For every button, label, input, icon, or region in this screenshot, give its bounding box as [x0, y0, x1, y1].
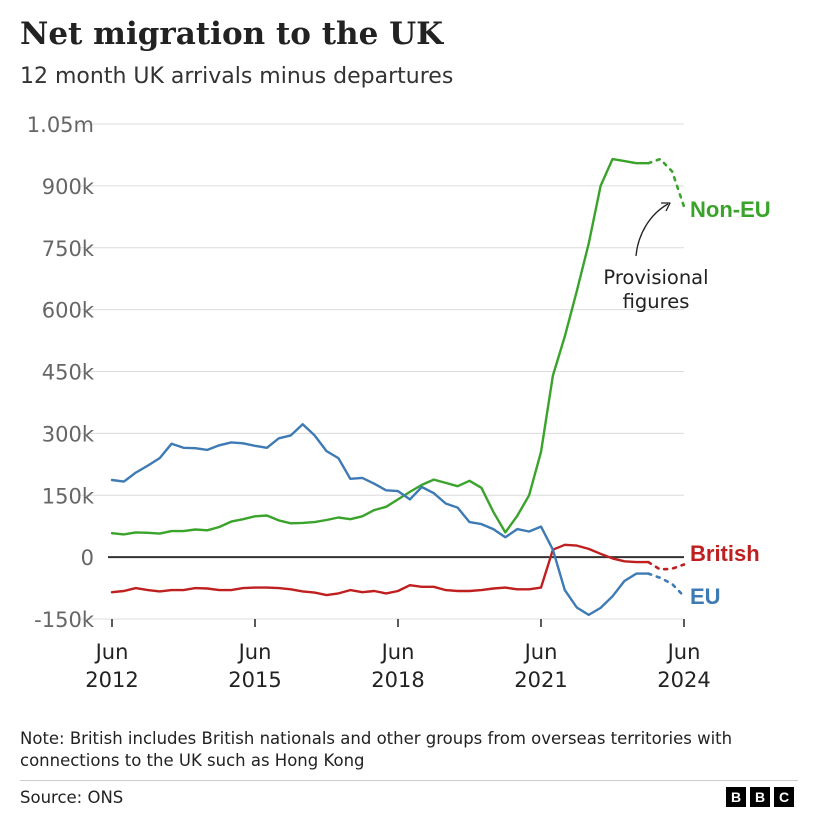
x-tick-label-year-2: 2018: [371, 668, 424, 692]
chart-title: Net migration to the UK: [20, 16, 444, 52]
y-tick-label-6: 750k: [42, 237, 95, 261]
series-provisional-line-non-eu: [647, 157, 686, 208]
x-tick-label-month-1: Jun: [237, 640, 272, 664]
y-tick-label-0: -150k: [34, 608, 95, 632]
gridlines: [78, 123, 684, 620]
x-tick-label-month-2: Jun: [380, 640, 415, 664]
x-tick-label-month-0: Jun: [94, 640, 129, 664]
series-label-non-eu: Non-EU: [690, 197, 771, 222]
chart-subtitle: 12 month UK arrivals minus departures: [20, 64, 454, 89]
annotation-arrow: [635, 203, 669, 257]
bbc-logo-letter-3: C: [774, 787, 794, 807]
y-tick-label-1: 0: [81, 546, 94, 570]
y-tick-label-2: 150k: [42, 484, 95, 508]
series-line-eu: [110, 423, 650, 617]
series-provisional-line-british: [647, 560, 686, 571]
series-label-british: British: [690, 541, 760, 566]
annotation-text-line-2: figures: [623, 290, 690, 313]
x-tick-label-month-4: Jun: [666, 640, 701, 664]
annotation-arrowhead: [661, 202, 671, 212]
y-tick-label-5: 600k: [42, 299, 95, 323]
series-labels: Non-EU British EU: [690, 197, 771, 609]
bbc-logo: B B C: [726, 787, 794, 807]
x-axis-ticks: Jun 2012 Jun 2015 Jun 2018 Jun 2021 Jun 2024: [85, 619, 711, 692]
series-line-non-eu: [110, 157, 650, 536]
y-tick-label-3: 300k: [42, 422, 95, 446]
x-tick-label-year-0: 2012: [85, 668, 138, 692]
footer-divider: [20, 780, 798, 781]
line-chart: -150k 0 150k 300k 450k 600k 750k 900k 1.05m Jun 2…: [27, 113, 771, 692]
series-line-british: [110, 543, 650, 597]
x-tick-label-year-1: 2015: [228, 668, 281, 692]
source-text: Source: ONS: [20, 788, 124, 807]
y-tick-label-8: 1.05m: [27, 113, 94, 137]
y-tick-label-4: 450k: [42, 361, 95, 385]
x-tick-label-year-4: 2024: [657, 668, 710, 692]
footnote: Note: British includes British nationals…: [20, 729, 733, 770]
x-tick-label-year-3: 2021: [514, 668, 567, 692]
annotation-text-line-1: Provisional: [603, 266, 708, 289]
x-tick-label-month-3: Jun: [523, 640, 558, 664]
bbc-logo-letter-2: B: [750, 787, 770, 807]
series-lines: [110, 157, 686, 617]
y-axis-ticks: -150k 0 150k 300k 450k 600k 750k 900k 1.05m: [27, 113, 95, 632]
y-tick-label-7: 900k: [42, 175, 95, 199]
bbc-logo-letter-1: B: [726, 787, 746, 807]
series-provisional-line-eu: [647, 572, 686, 598]
series-label-eu: EU: [690, 584, 721, 609]
